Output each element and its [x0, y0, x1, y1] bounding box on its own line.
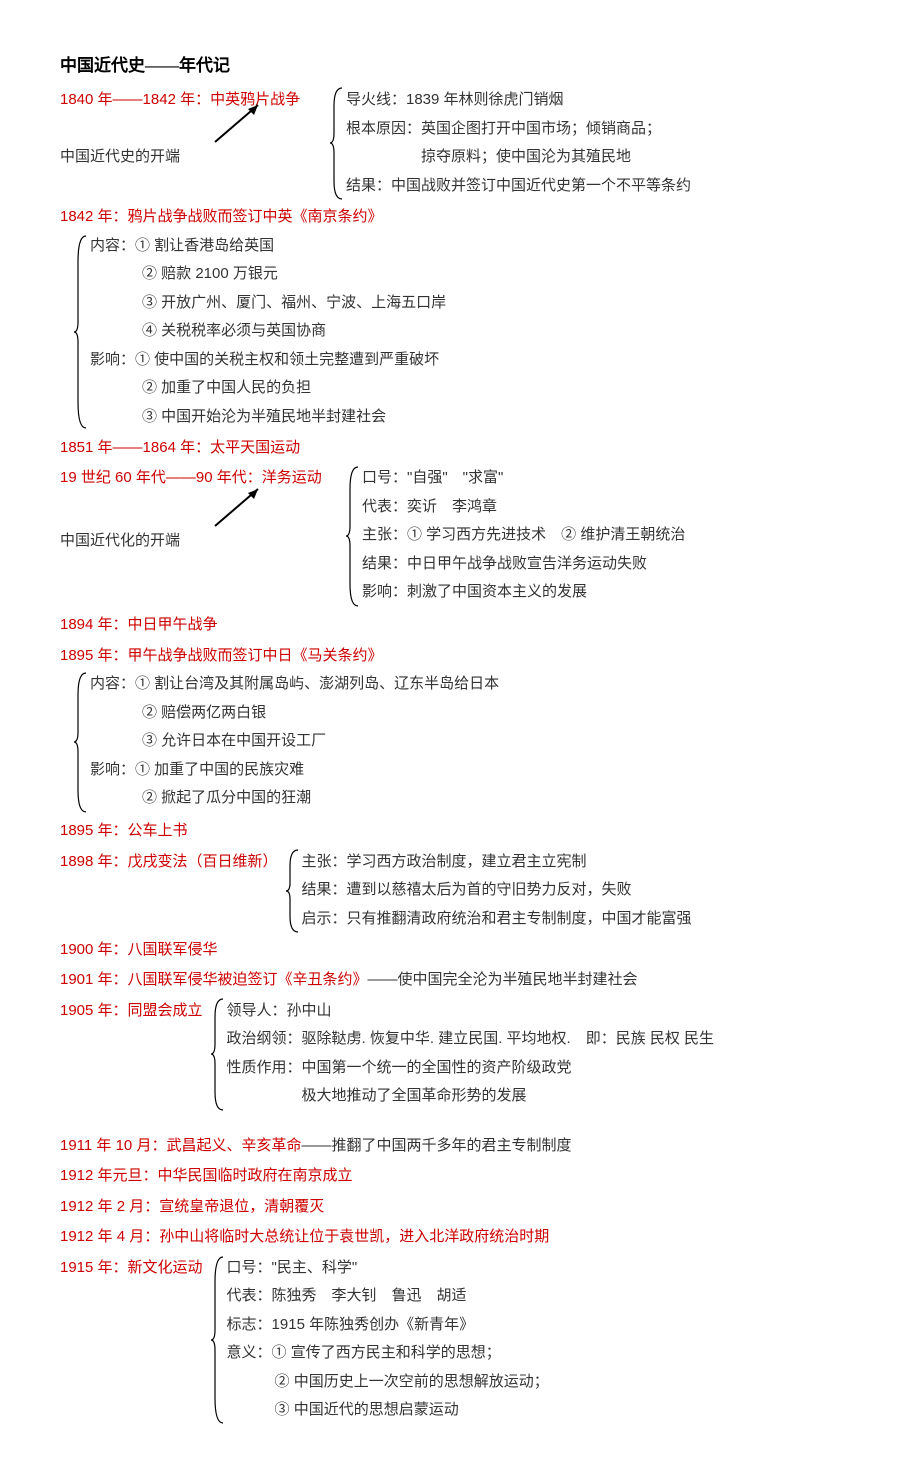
tongmeng-b3: 性质作用：中国第一个统一的全国性的资产阶级政党	[227, 1054, 715, 1083]
nanjing-c2: ② 赔款 2100 万银元	[90, 260, 860, 289]
maguan-heading: 1895 年：甲午战争战败而签订中日《马关条约》	[60, 642, 860, 671]
opium-war-section: 1840 年——1842 年：中英鸦片战争 中国近代史的开端 导火线：1839 …	[60, 86, 860, 201]
wuchang-tail: ——推翻了中国两千多年的君主专制制度	[301, 1137, 571, 1154]
wuxu-section: 1898 年：戊戌变法（百日维新） 主张：学习西方政治制度，建立君主立宪制 结果…	[60, 848, 860, 934]
opium-b1: 导火线：1839 年林则徐虎门销烟	[346, 86, 691, 115]
nanjing-section: 1842 年：鸦片战争战败而签订中英《南京条约》 内容：① 割让香港岛给英国 ②…	[60, 203, 860, 432]
wuxu-b1: 主张：学习西方政治制度，建立君主立宪制	[302, 848, 692, 877]
brace-icon	[72, 670, 90, 815]
wuchang-heading: 1911 年 10 月：武昌起义、辛亥革命	[60, 1137, 301, 1154]
yangwu-b4: 结果：中日甲午战争战败宣告洋务运动失败	[362, 550, 685, 579]
tuiwei: 1912 年 2 月：宣统皇帝退位，清朝覆灭	[60, 1193, 860, 1222]
jiawu: 1894 年：中日甲午战争	[60, 611, 860, 640]
maguan-c1: ① 割让台湾及其附属岛屿、澎湖列岛、辽东半岛给日本	[135, 675, 499, 692]
opium-heading: 1840 年——1842 年：中英鸦片战争	[60, 86, 322, 115]
xwh-b4a: ② 中国历史上一次空前的思想解放运动；	[227, 1368, 549, 1397]
opium-b3: 结果：中国战败并签订中国近代史第一个不平等条约	[346, 172, 691, 201]
brace-icon	[344, 464, 362, 609]
tongmeng-b3a: 极大地推动了全国革命形势的发展	[227, 1082, 715, 1111]
xwh-b2: 代表：陈独秀 李大钊 鲁迅 胡适	[227, 1282, 549, 1311]
xwh-b3: 标志：1915 年陈独秀创办《新青年》	[227, 1311, 549, 1340]
nanjing-i-lbl: 影响：	[90, 351, 135, 368]
nanjing-c1: ① 割让香港岛给英国	[135, 237, 274, 254]
nanjing-c-lbl: 内容：	[90, 237, 135, 254]
yangwu-heading: 19 世纪 60 年代——90 年代：洋务运动	[60, 464, 338, 493]
brace-icon	[328, 86, 346, 201]
brace-icon	[72, 232, 90, 432]
maguan-c-lbl: 内容：	[90, 675, 135, 692]
tongmeng-heading: 1905 年：同盟会成立	[60, 997, 203, 1026]
tongmeng-section: 1905 年：同盟会成立 领导人：孙中山 政治纲领：驱除鞑虏. 恢复中华. 建立…	[60, 997, 860, 1112]
baguo: 1900 年：八国联军侵华	[60, 936, 860, 965]
nanjing-heading: 1842 年：鸦片战争战败而签订中英《南京条约》	[60, 203, 860, 232]
yangwu-b2: 代表：奕䜣 李鸿章	[362, 493, 685, 522]
maguan-i1: ① 加重了中国的民族灾难	[135, 761, 304, 778]
minguo: 1912 年元旦：中华民国临时政府在南京成立	[60, 1162, 860, 1191]
nanjing-c4: ④ 关税税率必须与英国协商	[90, 317, 860, 346]
nanjing-i3: ③ 中国开始沦为半殖民地半封建社会	[90, 403, 860, 432]
xwh-b4b: ③ 中国近代的思想启蒙运动	[227, 1396, 549, 1425]
nanjing-c3: ③ 开放广州、厦门、福州、宁波、上海五口岸	[90, 289, 860, 318]
opium-sub: 中国近代史的开端	[60, 143, 322, 172]
brace-icon	[209, 1254, 227, 1426]
tongmeng-b1: 领导人：孙中山	[227, 997, 715, 1026]
maguan-c3: ③ 允许日本在中国开设工厂	[90, 727, 860, 756]
yangwu-b1: 口号："自强" "求富"	[362, 464, 685, 493]
arrow-icon	[210, 97, 270, 147]
tongmeng-b2: 政治纲领：驱除鞑虏. 恢复中华. 建立民国. 平均地权. 即：民族 民权 民生	[227, 1025, 715, 1054]
gongche: 1895 年：公车上书	[60, 817, 860, 846]
yangwu-sub: 中国近代化的开端	[60, 527, 338, 556]
opium-b2a: 掠夺原料；使中国沦为其殖民地	[346, 143, 691, 172]
taiping: 1851 年——1864 年：太平天国运动	[60, 434, 860, 463]
yuan: 1912 年 4 月：孙中山将临时大总统让位于袁世凯，进入北洋政府统治时期	[60, 1223, 860, 1252]
maguan-i2: ② 掀起了瓜分中国的狂潮	[90, 784, 860, 813]
xinchou-heading: 1901 年：八国联军侵华被迫签订《辛丑条约》	[60, 971, 368, 988]
wuxu-heading: 1898 年：戊戌变法（百日维新）	[60, 848, 278, 877]
wuchang: 1911 年 10 月：武昌起义、辛亥革命——推翻了中国两千多年的君主专制制度	[60, 1132, 860, 1161]
brace-icon	[284, 848, 302, 934]
maguan-c2: ② 赔偿两亿两白银	[90, 699, 860, 728]
yangwu-b5: 影响：刺激了中国资本主义的发展	[362, 578, 685, 607]
xinwenhua-heading: 1915 年：新文化运动	[60, 1254, 203, 1283]
xinchou: 1901 年：八国联军侵华被迫签订《辛丑条约》——使中国完全沦为半殖民地半封建社…	[60, 966, 860, 995]
brace-icon	[209, 997, 227, 1112]
xinwenhua-section: 1915 年：新文化运动 口号："民主、科学" 代表：陈独秀 李大钊 鲁迅 胡适…	[60, 1254, 860, 1426]
wuxu-b2: 结果：遭到以慈禧太后为首的守旧势力反对，失败	[302, 876, 692, 905]
arrow-icon	[210, 481, 270, 531]
yangwu-section: 19 世纪 60 年代——90 年代：洋务运动 中国近代化的开端 口号："自强"…	[60, 464, 860, 609]
page-title: 中国近代史——年代记	[60, 50, 860, 82]
maguan-i-lbl: 影响：	[90, 761, 135, 778]
xwh-b1: 口号："民主、科学"	[227, 1254, 549, 1283]
wuxu-b3: 启示：只有推翻清政府统治和君主专制制度，中国才能富强	[302, 905, 692, 934]
nanjing-i2: ② 加重了中国人民的负担	[90, 374, 860, 403]
opium-b2: 根本原因：英国企图打开中国市场；倾销商品；	[346, 115, 691, 144]
nanjing-i1: ① 使中国的关税主权和领土完整遭到严重破坏	[135, 351, 439, 368]
xinchou-tail: ——使中国完全沦为半殖民地半封建社会	[368, 971, 638, 988]
yangwu-b3: 主张：① 学习西方先进技术 ② 维护清王朝统治	[362, 521, 685, 550]
maguan-section: 1895 年：甲午战争战败而签订中日《马关条约》 内容：① 割让台湾及其附属岛屿…	[60, 642, 860, 816]
xwh-b4: 意义：① 宣传了西方民主和科学的思想；	[227, 1339, 549, 1368]
